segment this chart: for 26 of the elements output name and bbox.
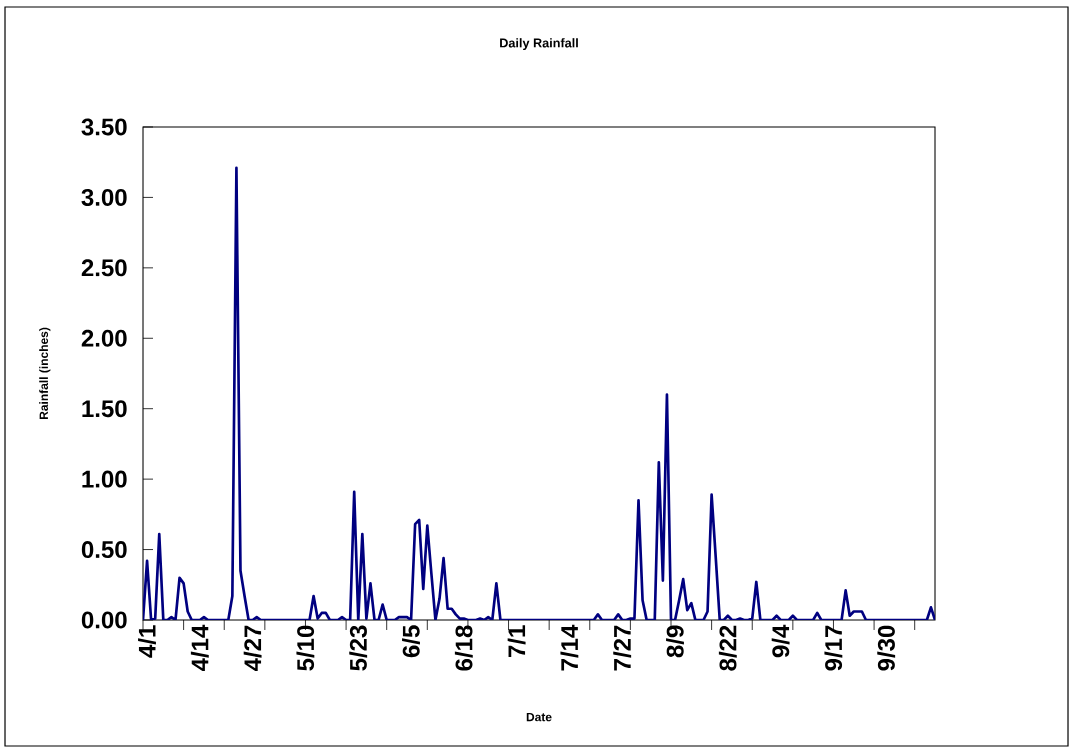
y-axis-title: Rainfall (inches) — [39, 327, 51, 420]
x-tick-label: 7/1 — [507, 625, 526, 658]
x-tick-label: 6/5 — [402, 625, 420, 658]
y-tick-label: 2.50 — [81, 259, 127, 277]
x-tick-label: 6/18 — [454, 625, 473, 671]
x-tick-label: 8/9 — [666, 625, 684, 658]
y-tick-label: 0.50 — [81, 541, 127, 559]
x-tick-label: 4/27 — [243, 625, 262, 672]
x-tick-label: 4/1 — [138, 625, 156, 658]
y-tick-label: 3.00 — [81, 188, 127, 206]
y-tick-label: 1.50 — [82, 400, 127, 418]
x-tick-label: 7/27 — [613, 625, 632, 671]
x-tick-label: 5/23 — [349, 625, 368, 671]
x-tick-label: 9/4 — [771, 624, 790, 658]
x-tick-label: 4/14 — [190, 624, 209, 672]
x-tick-label: 9/17 — [824, 625, 843, 671]
x-axis-title: Date — [526, 712, 552, 722]
y-tick-label: 3.50 — [81, 118, 127, 136]
y-tick-label: 2.00 — [81, 329, 127, 347]
x-tick-label: 9/30 — [877, 625, 896, 671]
y-tick-label: 1.00 — [82, 470, 127, 488]
chart-title: Daily Rainfall — [500, 38, 578, 50]
x-tick-label: 7/14 — [560, 624, 579, 671]
x-tick-label: 5/10 — [296, 625, 315, 671]
x-tick-label: 8/22 — [718, 625, 737, 671]
y-tick-label: 0.00 — [81, 611, 127, 629]
